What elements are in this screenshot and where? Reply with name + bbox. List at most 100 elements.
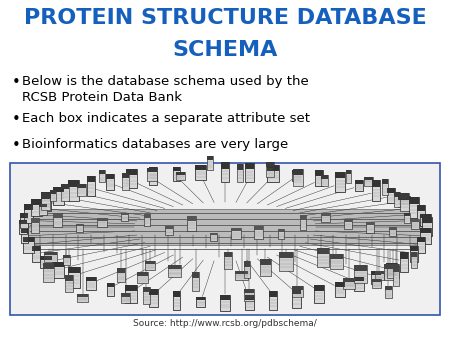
Bar	[39, 203, 47, 207]
Bar	[420, 228, 431, 233]
Bar	[144, 214, 150, 226]
Bar	[168, 265, 181, 277]
Bar	[122, 173, 129, 178]
Bar	[39, 203, 47, 216]
Bar	[68, 180, 79, 187]
Bar	[260, 260, 271, 265]
Bar	[24, 204, 33, 223]
Bar	[235, 271, 248, 280]
Bar	[315, 170, 323, 175]
Bar	[411, 252, 418, 268]
Bar	[393, 266, 399, 286]
Bar	[77, 184, 86, 196]
Bar	[330, 254, 342, 259]
Bar	[107, 283, 114, 296]
Bar	[417, 206, 425, 211]
Bar	[344, 219, 352, 222]
Bar	[117, 268, 125, 282]
Bar	[335, 282, 345, 287]
Bar	[410, 246, 418, 251]
Bar	[343, 278, 356, 282]
Bar	[387, 264, 399, 268]
Bar	[400, 252, 408, 272]
Bar	[417, 206, 425, 222]
Bar	[143, 287, 150, 292]
Bar	[420, 214, 432, 226]
Bar	[24, 204, 33, 210]
Bar	[260, 260, 271, 276]
Bar	[371, 271, 381, 284]
Bar	[121, 213, 128, 215]
Bar	[364, 177, 373, 186]
Bar	[292, 286, 303, 297]
Bar	[394, 192, 400, 207]
Bar	[149, 167, 157, 185]
Bar	[371, 271, 381, 275]
Bar	[355, 276, 364, 291]
Bar	[245, 295, 254, 310]
Bar	[278, 229, 284, 233]
Bar	[137, 272, 148, 284]
Bar	[196, 297, 205, 300]
Bar	[373, 280, 381, 282]
Bar	[18, 220, 27, 224]
Bar	[245, 163, 254, 182]
Bar	[63, 255, 70, 258]
Bar	[126, 169, 136, 188]
Bar	[270, 291, 277, 310]
Bar	[44, 252, 57, 262]
Bar	[68, 267, 80, 288]
Bar	[176, 172, 185, 175]
Bar	[266, 162, 274, 167]
Bar	[386, 263, 397, 268]
Bar	[346, 170, 351, 183]
Bar	[64, 275, 73, 281]
Bar	[386, 263, 397, 277]
Bar	[385, 286, 392, 298]
Bar	[41, 193, 50, 210]
Bar	[422, 217, 432, 236]
Bar	[210, 233, 217, 235]
Bar	[398, 196, 410, 199]
Bar	[10, 163, 440, 315]
Bar	[245, 295, 254, 299]
Bar	[147, 168, 157, 172]
Bar	[41, 192, 51, 211]
Bar	[173, 167, 180, 171]
Bar	[98, 218, 107, 227]
Bar	[231, 227, 241, 239]
Bar	[77, 294, 88, 302]
Bar	[195, 165, 206, 180]
Bar	[210, 233, 217, 241]
Bar	[68, 267, 80, 273]
Bar	[64, 275, 73, 292]
Bar	[321, 213, 330, 216]
Bar	[404, 213, 410, 216]
Bar	[267, 166, 279, 182]
Bar	[373, 280, 381, 288]
Bar	[254, 226, 263, 230]
Bar	[41, 193, 50, 199]
Bar	[193, 272, 199, 278]
Bar	[409, 197, 419, 203]
Bar	[165, 226, 173, 235]
Bar	[21, 229, 28, 243]
Bar	[266, 162, 274, 177]
Bar	[148, 289, 158, 307]
Bar	[187, 216, 196, 231]
Bar	[374, 271, 384, 274]
Bar	[335, 172, 345, 192]
Bar	[107, 283, 114, 287]
Bar	[221, 163, 229, 182]
Bar	[87, 176, 94, 182]
Bar	[393, 266, 399, 272]
Bar	[195, 165, 206, 170]
Bar	[225, 251, 232, 269]
Bar	[147, 168, 157, 181]
Bar	[346, 170, 351, 174]
Bar	[400, 193, 409, 211]
Bar	[292, 287, 301, 294]
Bar	[20, 213, 28, 218]
Bar	[244, 289, 254, 301]
Bar	[207, 156, 212, 161]
